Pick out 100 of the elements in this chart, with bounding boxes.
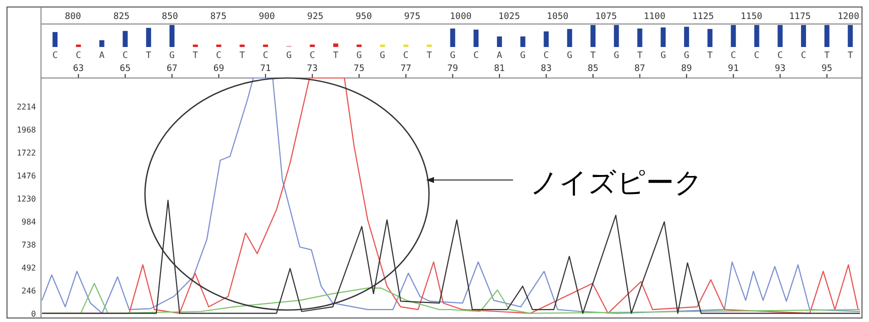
y-tick-label: 246 [22,286,36,296]
text: G [450,51,456,61]
text: T [192,51,199,61]
x-tick-label: 75 [354,64,365,74]
bar [754,25,760,47]
text: G [356,51,362,61]
x-tick-label: 63 [73,64,84,74]
text: G [169,51,175,61]
x2-tick-label: 825 [113,12,130,22]
bar [730,25,736,47]
bar [496,36,502,47]
x-tick-label: 93 [774,64,786,74]
bar [824,25,830,47]
x-tick-label: 67 [166,64,178,74]
bar [848,25,853,47]
bar [333,43,338,47]
text: C [473,51,479,61]
text: G [286,51,292,61]
bar [567,28,572,47]
y-tick-label: 738 [22,240,36,250]
text: C [754,51,760,61]
x2-tick-label: 850 [162,12,178,22]
text: A [496,51,503,61]
text: C [800,51,806,61]
bar [684,26,690,47]
x-tick-label: 77 [400,64,412,74]
x2-tick-label: 1150 [740,12,762,22]
bar [614,25,619,47]
y-tick-label: 0 [31,309,36,318]
x-tick-label: 71 [260,64,271,74]
x-tick-label: 65 [120,64,131,74]
bar [707,28,712,47]
x-tick-label: 89 [681,64,692,74]
line-series [41,200,861,314]
x2-tick-label: 1000 [450,12,472,22]
bar [52,32,58,47]
y-tick-label: 984 [22,217,36,226]
annotation: ノイズピーク [530,166,703,199]
x-tick-label: 85 [588,64,598,74]
text: C [76,51,82,61]
bar [450,28,456,47]
text: C [262,51,268,61]
text: T [426,51,433,61]
text: C [52,51,58,61]
bar [146,28,152,47]
x2-tick-label: 925 [307,12,324,22]
text: G [684,51,690,61]
x2-tick-label: 1050 [546,12,568,22]
y-tick-label: 2214 [16,102,36,112]
x-tick-label: 91 [728,64,739,74]
text: T [824,51,830,61]
y-tick-label: 1476 [16,171,36,180]
bar [474,30,479,47]
text: C [310,51,316,61]
text: T [637,51,644,61]
bar [590,25,596,47]
text: C [730,51,736,61]
text: G [614,51,620,61]
x2-tick-label: 1200 [838,12,860,22]
bar [801,25,806,47]
y-tick-label: 492 [22,263,36,272]
x-tick-label: 69 [213,64,224,74]
bar [637,28,642,47]
x-tick-label: 83 [540,64,552,74]
text: T [146,51,152,61]
text: G [566,51,572,61]
text: A [99,51,106,61]
text: T [333,51,340,61]
bar [169,25,174,47]
text: G [380,51,386,61]
text: C [777,51,783,61]
bar [544,31,549,47]
x-tick-label: 87 [634,64,646,74]
y-tick-label: 1968 [16,126,36,135]
bar [122,30,128,47]
x2-tick-label: 1075 [595,12,617,22]
x2-tick-label: 1100 [644,12,666,22]
bar [99,40,104,47]
y-tick-label: 1722 [16,148,36,158]
text: C [403,51,409,61]
bar [778,25,783,47]
text: C [544,51,549,61]
text: G [520,51,526,61]
x-tick-label: 79 [447,64,458,74]
x2-tick-label: 1175 [789,12,811,22]
bar [660,27,666,47]
y-tick-label: 1230 [16,194,36,204]
text: T [590,51,596,61]
text: C [122,51,128,61]
x2-tick-label: 875 [210,12,227,22]
text: G [660,51,666,61]
x2-tick-label: 950 [356,12,372,22]
text: T [707,51,714,61]
x2-tick-label: 975 [404,12,420,22]
x2-tick-label: 1125 [692,12,714,22]
x-tick-label: 95 [821,64,832,74]
text: T [239,51,246,61]
bar [520,36,526,47]
x2-tick-label: 1025 [498,12,520,22]
text: T [848,51,854,61]
